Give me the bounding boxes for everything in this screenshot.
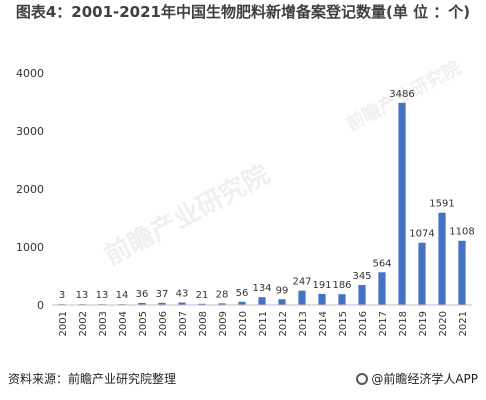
data-label: 186	[332, 280, 351, 291]
data-label: 1108	[449, 227, 474, 238]
bar	[338, 294, 346, 305]
bar	[398, 102, 406, 305]
bar	[358, 284, 366, 305]
x-tick-label: 2010	[238, 311, 249, 336]
x-tick-label: 2021	[458, 311, 469, 336]
chart-title: 图表4：2001-2021年中国生物肥料新增备案登记数量(单 位 ：个)	[15, 3, 471, 21]
data-label: 191	[312, 280, 331, 291]
data-label: 99	[276, 285, 289, 296]
data-label: 13	[96, 290, 109, 301]
y-tick-label: 2000	[16, 183, 44, 196]
y-tick-label: 1000	[16, 241, 44, 254]
data-label: 134	[252, 283, 271, 294]
bar	[178, 302, 186, 305]
x-tick-label: 2011	[258, 311, 269, 336]
source-note: 资料来源：前瞻产业研究院整理	[8, 372, 177, 386]
bar	[258, 297, 266, 305]
x-tick-label: 2014	[318, 311, 329, 336]
x-tick-label: 2020	[438, 311, 449, 336]
bar	[318, 293, 326, 305]
data-label: 21	[196, 290, 209, 301]
brand-credit: @前瞻经济学人APP	[356, 370, 478, 387]
bar	[198, 303, 206, 305]
x-tick-label: 2019	[418, 311, 429, 336]
bar-chart: 0 1000 2000 3000 4000 3 13 13 14 36 37 43 21 28 56 134…	[16, 67, 475, 336]
x-tick-label: 2007	[178, 311, 189, 336]
data-label: 564	[372, 258, 391, 269]
x-tick-label: 2002	[78, 311, 89, 336]
data-label: 43	[176, 289, 189, 300]
data-label: 3	[59, 290, 65, 301]
y-axis: 0 1000 2000 3000 4000	[16, 67, 44, 312]
x-tick-label: 2018	[398, 311, 409, 336]
brand-logo-icon	[356, 372, 369, 385]
y-tick-label: 3000	[16, 125, 44, 138]
bar	[298, 290, 306, 305]
data-label: 13	[76, 290, 89, 301]
data-label: 37	[156, 289, 169, 300]
x-tick-label: 2006	[158, 311, 169, 336]
bar	[278, 299, 286, 305]
bar	[138, 302, 146, 305]
x-tick-label: 2017	[378, 311, 389, 336]
bar	[218, 303, 226, 305]
x-tick-label: 2012	[278, 311, 289, 336]
bar	[438, 212, 446, 305]
y-tick-label: 4000	[16, 67, 44, 80]
bar	[238, 301, 246, 305]
bar	[458, 240, 466, 305]
bar	[158, 302, 166, 305]
bar	[418, 242, 426, 305]
brand-text: @前瞻经济学人APP	[371, 372, 478, 386]
x-tick-label: 2004	[118, 311, 129, 336]
data-label: 28	[216, 289, 229, 300]
bar	[378, 272, 386, 305]
data-label: 56	[236, 288, 249, 299]
data-label: 1074	[409, 229, 434, 240]
y-tick-label: 0	[37, 299, 44, 312]
data-label: 247	[292, 277, 311, 288]
data-label: 36	[136, 289, 149, 300]
data-label: 14	[116, 290, 129, 301]
x-tick-label: 2009	[218, 311, 229, 336]
x-tick-label: 2015	[338, 311, 349, 336]
x-tick-label: 2001	[58, 311, 69, 336]
x-tick-label: 2013	[298, 311, 309, 336]
x-axis: 2001 2002 2003 2004 2005 2006 2007 2008 2009 2010…	[52, 304, 472, 336]
x-tick-label: 2016	[358, 311, 369, 336]
x-tick-label: 2003	[98, 311, 109, 336]
x-tick-label: 2008	[198, 311, 209, 336]
data-label: 1591	[429, 199, 454, 210]
data-label: 3486	[389, 89, 414, 100]
data-label: 345	[352, 271, 371, 282]
x-tick-label: 2005	[138, 311, 149, 336]
